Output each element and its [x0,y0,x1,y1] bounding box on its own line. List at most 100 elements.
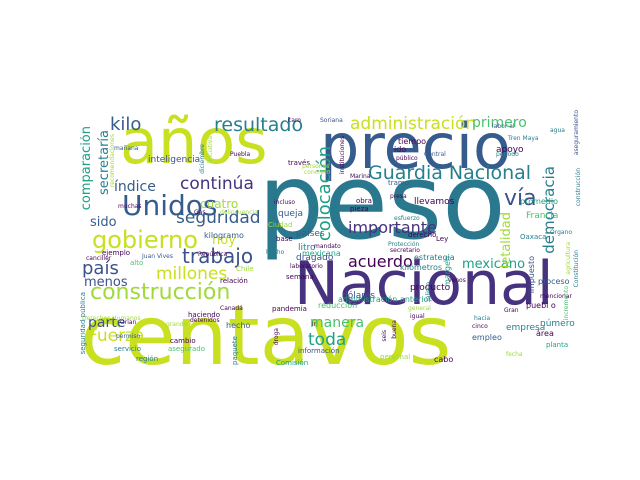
word-planta: planta [546,341,569,349]
word-mandato: mandato [314,243,341,250]
word-diciembre: diciembre [199,144,206,174]
word-proteccion: Protección [388,241,420,248]
word-construccion-small: construcción [575,168,582,207]
word-hacia: hacia [474,315,491,322]
word-queja: queja [278,209,303,219]
word-incluso: incluso [274,199,296,206]
word-mexicano: mexicano [462,257,526,272]
word-informacion: información [298,347,340,355]
word-importante: importante [348,218,437,237]
word-apoyo: apoyo [496,145,524,155]
word-delincuencia: delincuencia [220,209,258,216]
word-cambio: cambio [170,337,196,345]
word-droga: droga [273,328,280,346]
word-toda: toda [308,330,347,350]
word-empresa: empresa [506,323,546,333]
word-republica: República [198,251,228,258]
word-proceso: proceso [538,277,570,286]
word-dolares: dólares [342,291,375,301]
word-tramo: tramo [388,179,410,187]
word-seis: seis [381,330,388,342]
word-traves: través [288,159,311,167]
word-peso: peso [258,141,506,263]
word-francia: Francia [526,211,559,221]
word-puebla: Puebla [230,151,251,158]
word-construccion: construcción [90,280,231,305]
word-promedio: promedio [520,197,558,206]
word-manera: manera [310,315,365,331]
word-jalisco: Jalisco [425,282,432,301]
word-hoy: hoy [212,233,236,248]
word-servicio: servicio [114,345,141,353]
word-dragado: dragado [296,253,334,263]
word-ido: ido [394,145,407,154]
word-resultado: resultado [214,114,304,136]
word-oaxaca: Oaxaca [520,233,547,241]
word-laboratorio: laboratorio [290,263,323,270]
word-caro: caro [288,117,301,124]
word-seguridad-publica: seguridad pública [80,292,87,355]
word-iniciativa: iniciativa [207,136,214,164]
word-canciller: canciller [86,255,112,262]
word-semana: semana [286,273,314,281]
word-inteligencia: inteligencia [148,155,201,165]
word-igual: igual [410,313,425,320]
word-fecha: fecha [506,351,523,358]
word-organo: Órgano [550,229,573,236]
word-precio: precio [320,110,511,183]
word-millones: millones [156,264,228,284]
word-kilo: kilo [110,114,142,135]
word-agua: agua [550,127,565,134]
word-letalidad: letalidad [499,212,514,269]
word-kilogramo: kilogramo [204,231,244,240]
word-permiso: permiso [116,333,141,340]
word-publico: público [396,155,418,162]
word-unidos: Unidos [122,189,218,222]
word-cloud: peso centavos Nacional precio años const… [80,106,588,376]
word-hecho: hecho [226,321,251,330]
word-secretario: secretario [390,247,420,254]
word-comparacion: comparación [80,126,94,211]
word-relacion: relación [220,277,248,285]
word-haciendo: haciendo [188,311,220,319]
word-personas: personas [302,163,330,170]
word-muchas: muchas [118,203,142,210]
word-primero: primero [472,115,527,131]
word-centavos: centavos [80,289,452,377]
word-acuerdo: acuerdo [348,252,413,271]
word-cinco: cinco [472,323,488,330]
word-general: general [408,305,431,312]
word-ley: Ley [436,235,449,243]
word-gas: Gas [194,209,206,216]
word-administracion-anterior: administración anterior [338,295,432,304]
word-ejemplo: ejemplo [102,249,131,257]
word-base: base [276,235,293,243]
word-fuerza: Fuerza [88,326,145,346]
word-alto: alto [130,259,144,267]
word-concreto: concreto [304,169,331,176]
word-aseguramiento: aseguramiento [573,110,580,156]
word-litro: litro [298,243,316,253]
word-continua: continúa [180,174,254,194]
word-region: región [136,355,159,363]
word-ciudad: Ciudad [268,221,293,229]
word-estrategia: estrategia [414,253,455,262]
word-administracion: administración [350,114,477,134]
word-obra: obra [356,197,372,205]
word-personal: personal [380,353,411,361]
word-hecho-2: hecho [266,249,285,256]
word-juan-vives: Juan Vives [142,253,173,260]
word-buena: buena [391,320,398,339]
word-esfuerzo: esfuerzo [394,215,420,222]
word-detenidos: detenidos [190,317,220,324]
word-periodo: periodo [496,151,519,158]
word-ir: Ir [312,321,317,328]
word-asegurado: asegurado [168,345,206,353]
word-marina: Marina [350,173,371,180]
word-manana: mañana [114,145,139,152]
word-via: vía [504,186,537,211]
word-impuesto: impuesto [527,256,536,294]
word-paises: países [296,229,325,239]
word-canada: Canadá [220,305,243,312]
word-paquete: paquete [231,336,239,365]
